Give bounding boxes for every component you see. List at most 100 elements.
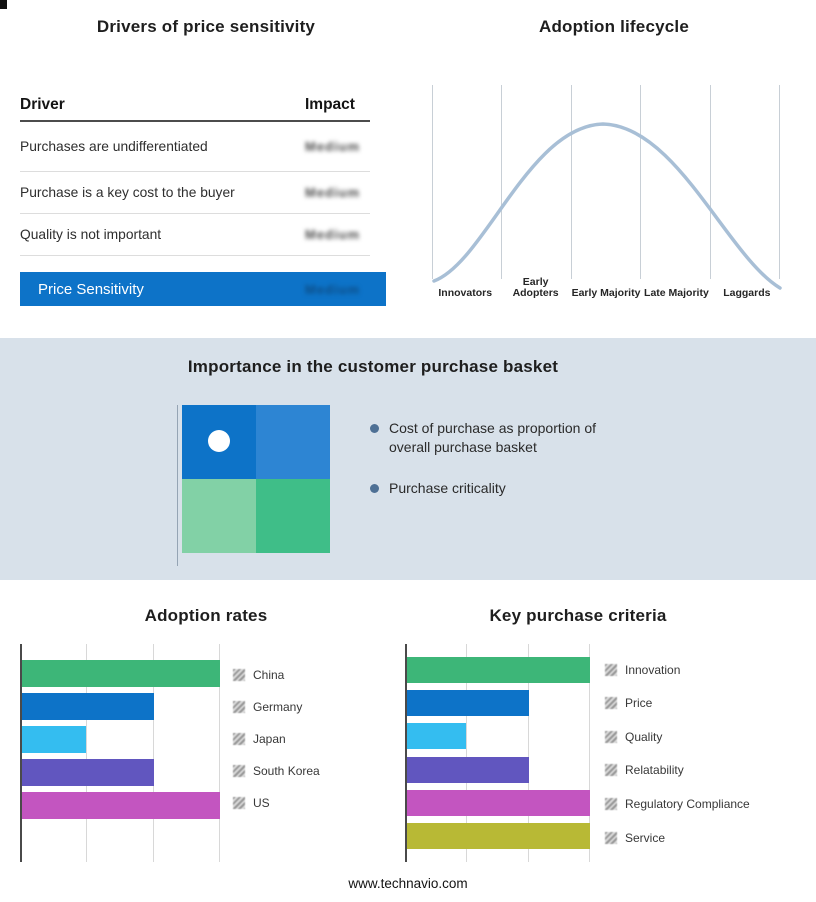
gridline (219, 644, 220, 862)
table-row-key-cost: Purchase is a key cost to the buyer Medi… (20, 172, 370, 214)
quadrant-marker-dot-icon (208, 430, 230, 452)
gridline (710, 85, 711, 279)
lifecycle-label-laggards: Laggards (723, 287, 771, 299)
quadrant-cell-bottom-right (256, 479, 330, 553)
purchase-basket-quadrant (182, 405, 330, 553)
driver-cell: Quality is not important (20, 227, 162, 242)
gridline (86, 644, 87, 862)
legend-item-germany: Germany (233, 700, 302, 714)
legend-swatch-icon (233, 669, 245, 681)
legend-item-us: US (233, 796, 270, 810)
price-sensitivity-label: Price Sensitivity (38, 280, 144, 298)
impact-cell-redacted: Medium (305, 185, 361, 200)
legend-label: Price (625, 696, 653, 710)
legend-swatch-icon (233, 733, 245, 745)
purchase-criteria-title: Key purchase criteria (489, 606, 667, 625)
gridline (153, 644, 154, 862)
column-header-impact: Impact (305, 96, 355, 113)
legend-item-regulatory-compliance: Regulatory Compliance (605, 797, 750, 811)
legend-swatch-icon (233, 701, 245, 713)
basket-bullet-list: Cost of purchase as proportion of overal… (370, 419, 634, 520)
y-axis-line (405, 644, 407, 862)
legend-label: South Korea (253, 764, 320, 778)
quadrant-cell-top-right (256, 405, 330, 479)
table-row-undifferentiated: Purchases are undifferentiated Medium (20, 122, 370, 172)
quadrant-cell-bottom-left (182, 479, 256, 553)
driver-cell: Purchase is a key cost to the buyer (20, 185, 235, 200)
gridline (466, 644, 467, 862)
driver-cell: Purchases are undifferentiated (20, 139, 208, 154)
quadrant-axis-line (177, 405, 178, 566)
legend-swatch-icon (233, 765, 245, 777)
legend-item-south-korea: South Korea (233, 764, 320, 778)
gridline (528, 644, 529, 862)
legend-swatch-icon (605, 731, 617, 743)
impact-cell-redacted: Medium (305, 139, 361, 154)
legend-swatch-icon (605, 832, 617, 844)
bar-service (405, 823, 590, 849)
legend-label: Service (625, 831, 666, 845)
gridline (571, 85, 572, 279)
bar-innovation (405, 657, 590, 683)
lifecycle-label-late-majority: Late Majority (644, 287, 709, 299)
y-axis-line (20, 644, 22, 862)
legend-label: Japan (253, 732, 286, 746)
legend-item-china: China (233, 668, 284, 682)
impact-cell-redacted: Medium (305, 227, 361, 242)
bar-china (20, 660, 220, 687)
corner-artifact (0, 0, 7, 9)
legend-item-price: Price (605, 696, 652, 710)
lifecycle-label-early-majority: Early Majority (571, 287, 641, 299)
legend-label: Germany (253, 700, 303, 714)
bar-quality (405, 723, 467, 749)
gridline (432, 85, 433, 279)
legend-item-quality: Quality (605, 730, 662, 744)
lifecycle-label-early-adopters: Early Adopters (512, 276, 559, 299)
price-sensitivity-impact-redacted: Medium (305, 281, 361, 297)
legend-swatch-icon (605, 764, 617, 776)
gridline (501, 85, 502, 279)
lifecycle-panel-title: Adoption lifecycle (538, 17, 689, 36)
table-header-divider (20, 120, 370, 122)
purchase-criteria-plot (405, 644, 590, 862)
bell-curve-line (432, 122, 782, 290)
drivers-panel-title: Drivers of price sensitivity (96, 17, 316, 36)
bullet-item: Purchase criticality (370, 479, 634, 498)
footer-url: www.technavio.com (348, 876, 468, 891)
bullet-item: Cost of purchase as proportion of overal… (370, 419, 634, 457)
bell-curve-chart (432, 122, 782, 290)
bar-japan (20, 726, 86, 753)
price-sensitivity-bar: Price Sensitivity Medium (20, 272, 386, 306)
lifecycle-category-labels: Innovators Early Adopters Early Majority… (430, 277, 782, 299)
legend-swatch-icon (233, 797, 245, 809)
legend-item-service: Service (605, 831, 665, 845)
legend-label: China (253, 668, 285, 682)
lifecycle-plot-area (432, 85, 780, 279)
legend-item-relatability: Relatability (605, 763, 684, 777)
legend-label: Innovation (625, 663, 681, 677)
legend-item-japan: Japan (233, 732, 286, 746)
gridline (640, 85, 641, 279)
legend-label: US (253, 796, 270, 810)
bullet-point-icon (370, 484, 379, 493)
column-header-driver: Driver (20, 96, 65, 113)
bar-relatability (405, 757, 529, 783)
bar-south-korea (20, 759, 154, 786)
legend-item-innovation: Innovation (605, 663, 680, 677)
lifecycle-label-innovators: Innovators (438, 287, 493, 299)
quadrant-cell-top-left (182, 405, 256, 479)
bar-us (20, 792, 220, 819)
bar-germany (20, 693, 154, 720)
bar-regulatory-compliance (405, 790, 590, 816)
legend-label: Quality (625, 730, 663, 744)
gridline (779, 85, 780, 279)
basket-panel-title: Importance in the customer purchase bask… (187, 357, 559, 376)
bar-price (405, 690, 529, 716)
legend-label: Relatability (625, 763, 684, 777)
adoption-rates-title: Adoption rates (144, 606, 268, 625)
table-row-quality: Quality is not important Medium (20, 214, 370, 256)
gridline (589, 644, 590, 862)
legend-swatch-icon (605, 798, 617, 810)
legend-label: Regulatory Compliance (625, 797, 750, 811)
